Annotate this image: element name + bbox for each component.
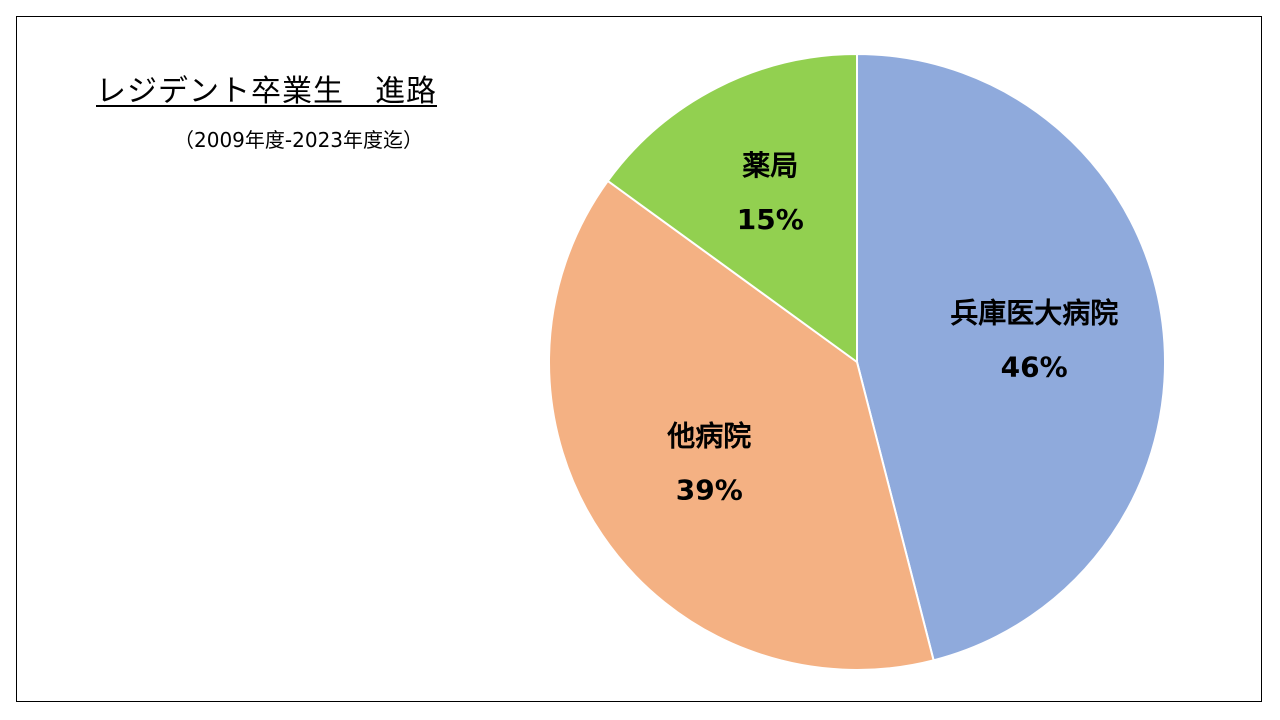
slice-category-label: 他病院 bbox=[666, 419, 751, 452]
chart-subtitle: （2009年度-2023年度迄） bbox=[174, 128, 424, 152]
slice-value-label: 39% bbox=[676, 473, 743, 506]
slice-category-label: 兵庫医大病院 bbox=[950, 297, 1118, 330]
slice-value-label: 15% bbox=[737, 203, 804, 236]
chart-title: レジデント卒業生 進路 bbox=[96, 74, 437, 109]
slice-category-label: 薬局 bbox=[742, 149, 798, 182]
pie-slice-2 bbox=[548, 179, 935, 671]
pie-slice-1 bbox=[856, 52, 1166, 662]
pie-slices bbox=[548, 52, 1166, 671]
pie-slice-3 bbox=[606, 52, 858, 364]
pie-labels: 兵庫医大病院 46% 他病院 39% 薬局 15% bbox=[666, 149, 1118, 507]
slice-value-label: 46% bbox=[1001, 351, 1068, 384]
